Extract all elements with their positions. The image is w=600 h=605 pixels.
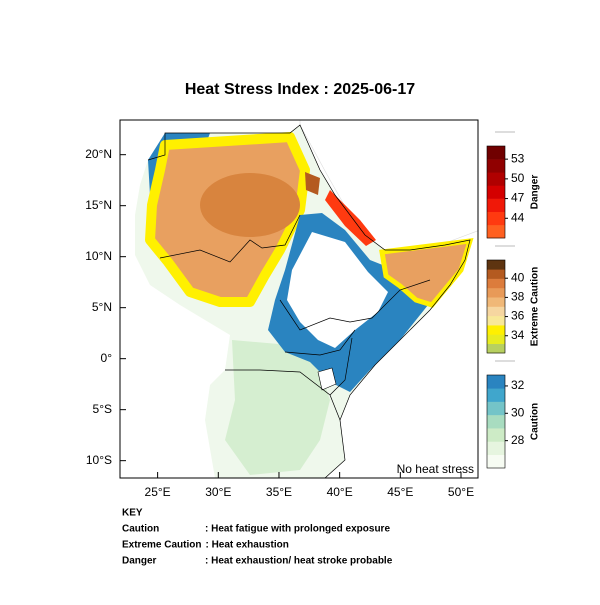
y-tick-label: 0° <box>101 351 113 365</box>
annotation: No heat stress <box>397 462 474 476</box>
y-tick-label: 20°N <box>85 147 112 161</box>
key-description: : Heat exhaustion/ heat stroke probable <box>205 556 393 567</box>
key-label: Extreme Caution <box>122 540 201 551</box>
map-layers <box>135 120 478 478</box>
colorbar-swatch <box>487 441 505 456</box>
x-tick-label: 45°E <box>387 485 413 499</box>
colorbar-swatch <box>487 198 505 213</box>
colorbar-swatch <box>487 185 505 199</box>
x-tick-label: 25°E <box>145 485 171 499</box>
colorbar-tick-label: 53 <box>511 151 525 165</box>
colorbar-swatch <box>487 269 505 279</box>
x-tick-label: 40°E <box>327 485 353 499</box>
colorbar-swatch <box>487 401 505 416</box>
y-tick-label: 5°N <box>92 300 112 314</box>
colorbar-swatch <box>487 260 505 270</box>
key-description: : Heat fatigue with prolonged exposure <box>205 524 390 535</box>
colorbar-swatch <box>487 211 505 226</box>
y-tick-label: 10°S <box>86 453 112 467</box>
colorbar-tick-label: 30 <box>511 405 525 419</box>
key-description: : Heat exhaustion <box>205 540 288 551</box>
colorbar-swatch <box>487 343 505 354</box>
colorbar-title: Caution <box>530 403 541 440</box>
colorbar-tick-label: 50 <box>511 171 525 185</box>
colorbar-swatch <box>487 224 505 239</box>
map-title: Heat Stress Index : 2025-06-17 <box>185 81 415 98</box>
borders <box>147 124 471 478</box>
caution-low-area <box>225 340 330 475</box>
colorbar-swatch <box>487 454 505 469</box>
x-tick-label: 35°E <box>266 485 292 499</box>
colorbar-tick-label: 28 <box>511 433 525 447</box>
colorbar-swatch <box>487 287 505 298</box>
key-label: Danger <box>122 556 157 567</box>
colorbar-tick-label: 47 <box>511 191 525 205</box>
colorbar-swatch <box>487 146 505 160</box>
colorbar-frame <box>486 259 506 354</box>
colorbar-tick-label: 32 <box>511 378 525 392</box>
colorbar-swatch <box>487 306 505 317</box>
colorbar-swatch <box>487 414 505 429</box>
colorbar-swatch <box>487 172 505 186</box>
colorbar-swatch <box>487 315 505 326</box>
colorbar-title: Extreme Caution <box>530 267 541 346</box>
colorbar-swatch <box>487 278 505 289</box>
colorbar-swatch <box>487 159 505 173</box>
extreme-caution-dark <box>305 172 320 195</box>
colorbar-tick-label: 34 <box>511 328 525 342</box>
colorbar-swatch <box>487 428 505 442</box>
colorbar-tick-label: 38 <box>511 290 525 304</box>
colorbar-frame <box>486 374 506 469</box>
key-label: Caution <box>122 524 159 535</box>
x-tick-label: 50°E <box>448 485 474 499</box>
colorbar-tick-label: 40 <box>511 270 525 284</box>
highlands <box>287 232 388 348</box>
danger-eritrea <box>325 190 376 246</box>
colorbar-tick-label: 44 <box>511 210 525 224</box>
colorbar-swatch <box>487 297 505 307</box>
lake <box>317 367 337 391</box>
y-tick-label: 10°N <box>85 249 112 263</box>
map-frame <box>119 119 479 479</box>
y-tick-label: 5°S <box>93 402 112 416</box>
colorbar-swatch <box>487 375 505 389</box>
colorbar-tick-label: 36 <box>511 309 525 323</box>
key-title: KEY <box>122 508 143 519</box>
colorbar-title: Danger <box>530 175 541 210</box>
extreme-caution-core <box>200 173 300 237</box>
colorbar-frame <box>486 145 506 239</box>
x-tick-label: 30°E <box>205 485 231 499</box>
y-tick-label: 15°N <box>85 198 112 212</box>
colorbar-swatch <box>487 325 505 335</box>
colorbar-swatch <box>487 388 505 402</box>
colorbar-swatch <box>487 334 505 344</box>
